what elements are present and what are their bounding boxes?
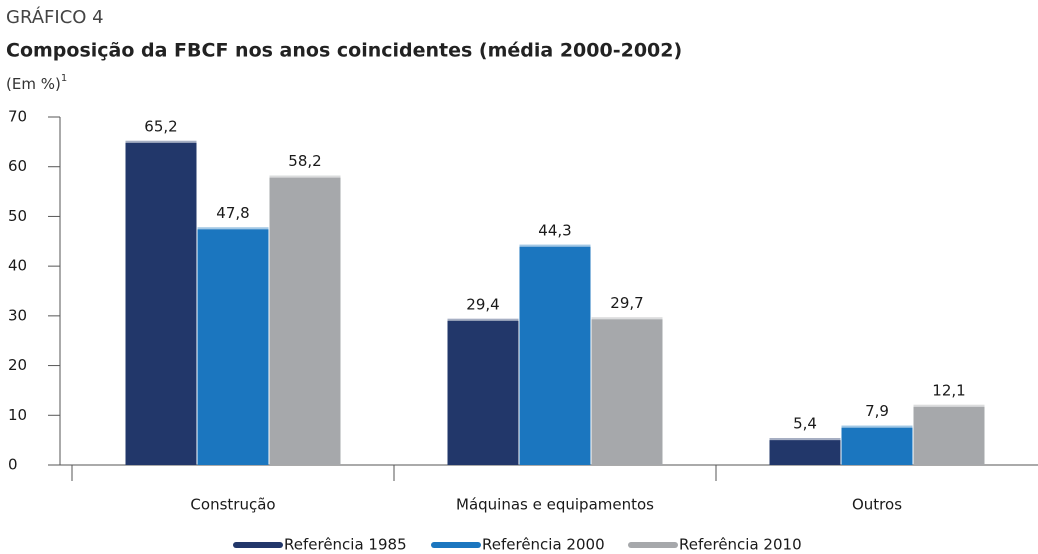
bar-top [447,318,519,321]
y-tick-label: 10 [8,406,27,424]
chart-subtitle: (Em %)1 [6,73,67,93]
x-tick-label: Outros [852,496,902,514]
bar [519,244,591,465]
bar [197,227,269,465]
y-tick-label: 40 [8,257,27,275]
data-label: 29,7 [610,294,643,312]
bar-top [769,438,841,441]
data-label: 29,4 [466,295,499,313]
y-tick-label: 0 [8,456,18,474]
y-tick-label: 20 [8,356,27,374]
x-tick-label: Máquinas e equipamentos [456,496,654,514]
bar-top [841,425,913,428]
y-tick-label: 30 [8,306,27,324]
x-tick-label: Construção [190,496,275,514]
bar [447,318,519,465]
legend-label: Referência 2000 [482,536,605,554]
bar [591,317,663,465]
bar [769,438,841,465]
bar [125,140,197,465]
data-label: 5,4 [793,415,817,433]
bar [913,404,985,465]
chart-header: GRÁFICO 4 [6,6,104,28]
bar [841,425,913,465]
data-label: 58,2 [288,152,321,170]
bar-top [269,175,341,178]
subtitle-text: (Em %) [6,75,61,93]
bar [269,175,341,466]
data-label: 7,9 [865,402,889,420]
legend-label: Referência 2010 [679,536,802,554]
bar-top [913,404,985,407]
y-tick-label: 70 [8,108,27,126]
y-tick-label: 50 [8,207,27,225]
y-tick-label: 60 [8,157,27,175]
bar-top [519,244,591,247]
legend-label: Referência 1985 [284,536,407,554]
data-label: 44,3 [538,221,571,239]
data-label: 47,8 [216,204,249,222]
footnote-mark: 1 [61,73,67,84]
chart-title: Composição da FBCF nos anos coincidentes… [6,40,682,62]
data-label: 65,2 [144,117,177,135]
bar-top [125,140,197,143]
bar-top [591,317,663,320]
bar-top [197,227,269,230]
data-label: 12,1 [932,381,965,399]
